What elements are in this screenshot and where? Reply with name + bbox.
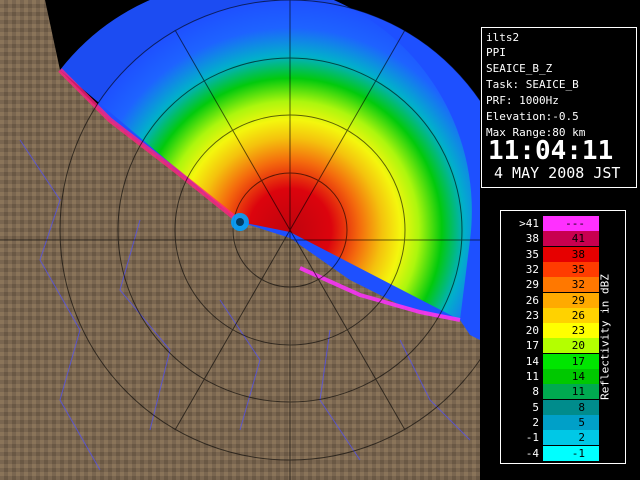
legend-title: Reflectivity in dBZ — [598, 274, 612, 400]
legend-swatch — [543, 307, 599, 323]
legend-swatch — [543, 246, 599, 262]
legend-swatch — [543, 353, 599, 369]
legend-row: 23 26 — [501, 307, 601, 323]
legend-swatch — [543, 384, 599, 400]
legend-swatch — [543, 414, 599, 430]
legend-low-value: 8 — [532, 385, 539, 399]
legend-high-value: 8 — [578, 400, 585, 414]
legend-low-value: -4 — [525, 446, 539, 460]
legend-row: 17 20 — [501, 338, 601, 354]
legend-low-value: 38 — [525, 232, 539, 246]
scan-time: 11:04:11 — [488, 136, 614, 166]
legend-low-value: -1 — [525, 431, 539, 445]
legend-row: 26 29 — [501, 292, 601, 308]
legend-row: >41 --- — [501, 216, 601, 231]
legend-high-value: --- — [565, 217, 585, 230]
legend-high-value: -1 — [571, 446, 585, 460]
legend-low-value: 23 — [525, 308, 539, 322]
legend-swatch — [543, 430, 599, 446]
legend-low-value: 14 — [525, 354, 539, 368]
legend-high-value: 23 — [571, 324, 585, 338]
legend-high-value: 2 — [578, 431, 585, 445]
legend-swatch — [543, 369, 599, 384]
legend-high-value: 5 — [578, 415, 585, 429]
legend-low-value: 32 — [525, 262, 539, 276]
legend-swatch — [543, 292, 599, 308]
legend-swatch — [543, 338, 599, 354]
legend-row: 38 41 — [501, 231, 601, 247]
legend-row: 8 11 — [501, 384, 601, 400]
legend-row: 32 35 — [501, 261, 601, 277]
legend-swatch — [543, 277, 599, 293]
legend-high-value: 29 — [571, 293, 585, 307]
legend-swatch — [543, 399, 599, 415]
radar-map — [0, 0, 480, 480]
legend-row: -1 2 — [501, 430, 601, 446]
legend-high-value: 20 — [571, 339, 585, 353]
legend-row: 20 23 — [501, 323, 601, 339]
info-panel: ilts2 PPI SEAICE_B_Z Task: SEAICE_B PRF:… — [481, 27, 637, 188]
product-name: SEAICE_B_Z — [486, 62, 553, 75]
legend-row: 35 38 — [501, 246, 601, 262]
legend-swatch — [543, 231, 599, 247]
prf-value: PRF: 1000Hz — [486, 94, 559, 107]
color-legend: >41 --- 38 41 35 38 32 35 29 32 26 29 23 26 20 23 17 20 14… — [500, 210, 626, 464]
legend-low-value: 26 — [525, 293, 539, 307]
legend-high-value: 14 — [571, 370, 585, 383]
legend-swatch — [543, 445, 599, 461]
legend-low-value: >41 — [519, 217, 539, 230]
legend-high-value: 32 — [571, 278, 585, 292]
legend-low-value: 17 — [525, 339, 539, 353]
legend-high-value: 17 — [571, 354, 585, 368]
task-name: Task: SEAICE_B — [486, 78, 579, 91]
legend-swatch — [543, 323, 599, 339]
legend-row: 14 17 — [501, 353, 601, 369]
legend-high-value: 26 — [571, 308, 585, 322]
legend-row: 11 14 — [501, 369, 601, 384]
radar-ppi-display — [0, 0, 480, 480]
legend-high-value: 41 — [571, 232, 585, 246]
legend-high-value: 11 — [571, 385, 585, 399]
legend-row: 29 32 — [501, 277, 601, 293]
legend-row: -4 -1 — [501, 445, 601, 461]
max-range-value: Max Range:80 km — [486, 126, 586, 139]
site-name: ilts2 — [486, 31, 520, 44]
legend-low-value: 20 — [525, 324, 539, 338]
legend-low-value: 29 — [525, 278, 539, 292]
legend-high-value: 35 — [571, 262, 585, 276]
legend-low-value: 35 — [525, 247, 539, 261]
legend-high-value: 38 — [571, 247, 585, 261]
scan-type: PPI — [486, 46, 506, 59]
legend-swatch — [543, 216, 599, 231]
scan-date: 4 MAY 2008 JST — [494, 164, 621, 182]
legend-low-value: 2 — [532, 415, 539, 429]
elevation-value: Elevation:-0.5 — [486, 110, 579, 123]
legend-swatch — [543, 261, 599, 277]
legend-low-value: 5 — [532, 400, 539, 414]
legend-low-value: 11 — [525, 370, 539, 383]
